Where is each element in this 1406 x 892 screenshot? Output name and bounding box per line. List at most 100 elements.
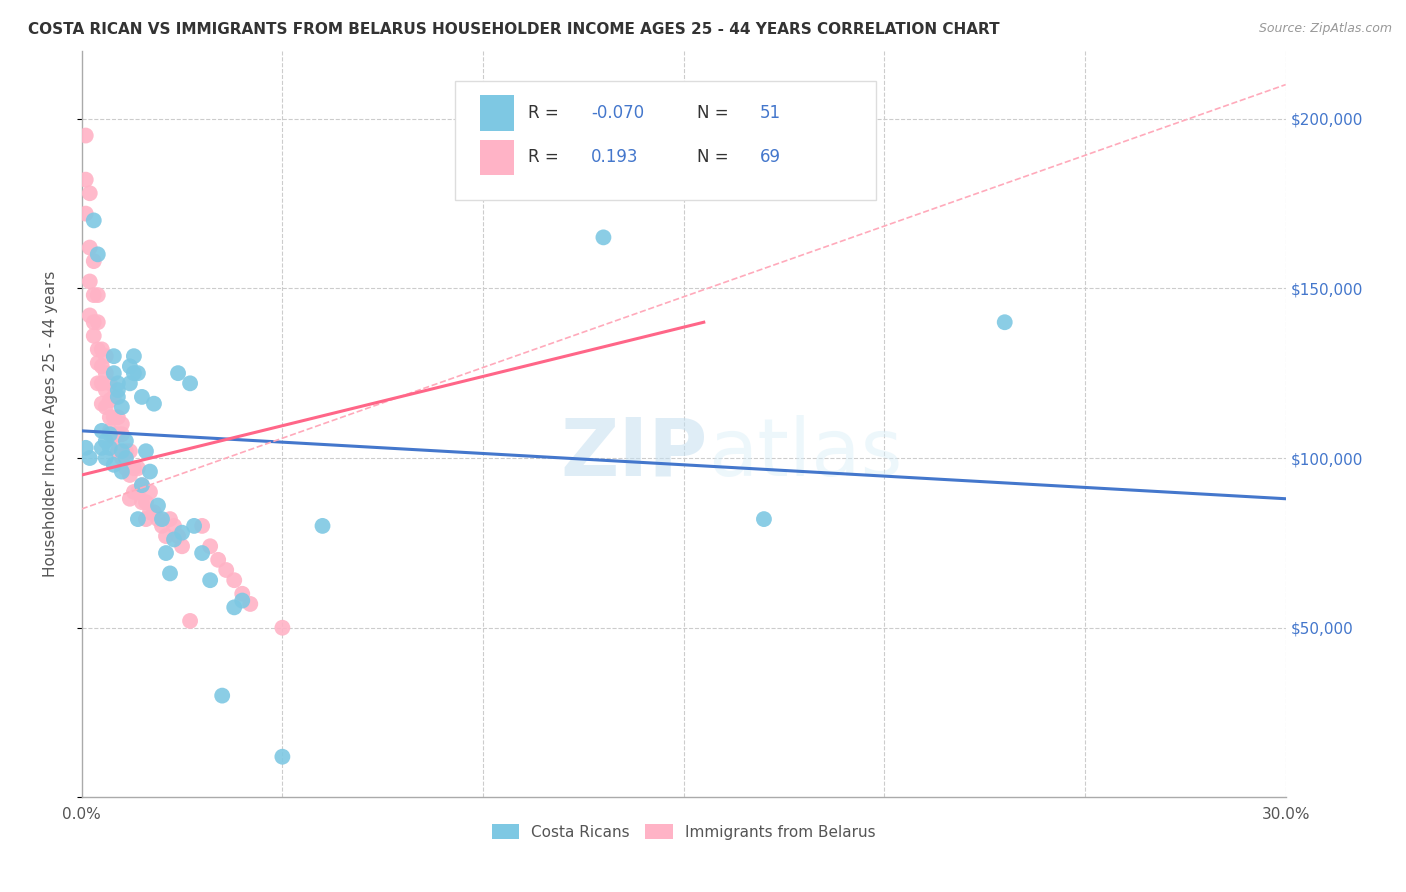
Point (127, 512, 149, 526)
Point (111, 450, 134, 465)
Point (155, 529, 177, 543)
Point (107, 376, 129, 391)
Point (122, 366, 145, 380)
Y-axis label: Householder Income Ages 25 - 44 years: Householder Income Ages 25 - 44 years (44, 271, 58, 577)
Point (111, 465, 134, 479)
Point (98, 376, 121, 391)
FancyBboxPatch shape (481, 95, 515, 130)
Point (87, 315, 110, 329)
Text: Source: ZipAtlas.com: Source: ZipAtlas.com (1258, 22, 1392, 36)
Point (79, 241, 101, 255)
Point (83, 254, 105, 268)
Point (198, 539, 221, 553)
Point (224, 600, 246, 615)
Point (115, 444, 138, 458)
Point (139, 485, 162, 500)
Point (198, 573, 221, 587)
Point (118, 491, 141, 506)
Point (183, 519, 205, 533)
Point (107, 410, 129, 425)
Point (159, 566, 181, 581)
Point (127, 461, 149, 475)
Point (94, 400, 117, 414)
Point (231, 593, 253, 607)
Point (111, 427, 134, 442)
Point (135, 495, 157, 509)
Point (111, 417, 134, 431)
Point (79, 275, 101, 289)
Point (127, 366, 149, 380)
Legend: Costa Ricans, Immigrants from Belarus: Costa Ricans, Immigrants from Belarus (485, 818, 882, 846)
Point (103, 431, 125, 445)
Point (103, 390, 125, 404)
Point (87, 356, 110, 370)
Point (103, 458, 125, 472)
Point (75, 172, 97, 186)
Point (118, 359, 141, 374)
Point (311, 519, 333, 533)
Point (98, 441, 121, 455)
Point (239, 597, 262, 611)
Point (87, 343, 110, 357)
Point (75, 128, 97, 143)
Point (143, 505, 166, 519)
Point (103, 410, 125, 425)
Point (135, 512, 157, 526)
Point (131, 478, 153, 492)
Point (83, 288, 105, 302)
Point (122, 485, 145, 500)
Point (271, 749, 294, 764)
Point (131, 390, 153, 404)
Text: 69: 69 (759, 148, 780, 167)
Point (191, 546, 214, 560)
Point (167, 529, 190, 543)
Point (94, 349, 117, 363)
Point (752, 512, 775, 526)
Text: R =: R = (529, 148, 569, 167)
Point (90, 397, 112, 411)
Point (118, 444, 141, 458)
Point (215, 563, 238, 577)
Point (179, 376, 201, 391)
Point (207, 553, 229, 567)
Point (131, 495, 153, 509)
Point (163, 533, 186, 547)
Point (83, 315, 105, 329)
Point (94, 383, 117, 397)
Text: -0.070: -0.070 (591, 103, 644, 121)
FancyBboxPatch shape (481, 139, 515, 176)
Point (87, 288, 110, 302)
Point (103, 366, 125, 380)
Point (103, 349, 125, 363)
Point (75, 206, 97, 220)
Point (94, 450, 117, 465)
Point (79, 450, 101, 465)
Text: ZIP: ZIP (561, 415, 707, 493)
Point (122, 349, 145, 363)
Point (592, 230, 614, 244)
Point (150, 519, 173, 533)
Point (90, 424, 112, 438)
Point (122, 461, 145, 475)
Point (150, 512, 173, 526)
Text: atlas: atlas (707, 415, 903, 493)
Point (83, 213, 105, 227)
Point (75, 441, 97, 455)
Point (107, 427, 129, 442)
Point (139, 505, 162, 519)
Point (191, 519, 214, 533)
Text: 51: 51 (759, 103, 780, 121)
Point (98, 393, 121, 408)
Point (179, 614, 201, 628)
Point (143, 397, 166, 411)
Point (118, 467, 141, 482)
Point (115, 434, 138, 448)
Point (111, 400, 134, 414)
Point (115, 450, 138, 465)
Point (115, 461, 138, 475)
Point (79, 309, 101, 323)
Point (87, 376, 110, 391)
Point (167, 366, 190, 380)
Point (90, 343, 112, 357)
Point (98, 427, 121, 442)
